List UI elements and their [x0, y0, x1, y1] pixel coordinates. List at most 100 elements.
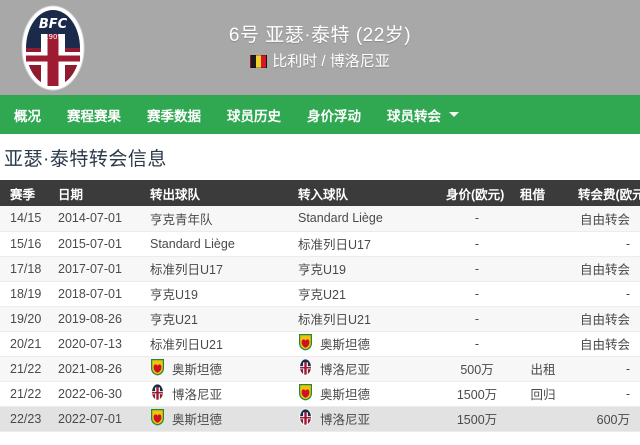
cell-transfer-fee: -: [572, 231, 640, 257]
to-club-label: Standard Liège: [298, 211, 383, 226]
cell-to-club[interactable]: 亨克U19: [292, 256, 440, 282]
cell-date: 2018-07-01: [52, 281, 144, 307]
cell-season: 21/22: [0, 381, 52, 407]
cell-loan-status: [514, 231, 572, 257]
cell-transfer-fee: 600万: [572, 406, 640, 432]
column-header-from_club: 转出球队: [144, 180, 292, 206]
player-nationality-club-label: 比利时 / 博洛尼亚: [272, 52, 390, 70]
tab-player-history[interactable]: 球员历史: [227, 105, 281, 125]
column-header-fee: 转会费(欧元): [572, 180, 640, 206]
table-body: 14/15 2014-07-01 亨克青年队 Standard Liège - 自由转会 1…: [0, 206, 640, 432]
cell-to-club[interactable]: 博洛尼亚: [292, 356, 440, 382]
page-title: 亚瑟·泰特转会信息: [4, 149, 167, 170]
from-club-label: 奥斯坦德: [172, 413, 223, 427]
cell-from-club[interactable]: 标准列日U21: [144, 331, 292, 357]
nav-item-label: 球员转会: [387, 108, 441, 124]
cell-season: 19/20: [0, 306, 52, 332]
table-row[interactable]: 18/19 2018-07-01 亨克U19 亨克U21 - -: [0, 281, 640, 307]
bologna-fc-crest: BFC 1909: [20, 4, 86, 92]
nav-item-label: 赛季数据: [147, 108, 201, 124]
bologna-logo-icon: [150, 383, 165, 404]
cell-loan-status: [514, 306, 572, 332]
cell-date: 2017-07-01: [52, 256, 144, 282]
cell-from-club[interactable]: 亨克U19: [144, 281, 292, 307]
cell-transfer-fee: -: [572, 281, 640, 307]
cell-from-club[interactable]: 亨克青年队: [144, 206, 292, 232]
player-title: 6号 亚瑟·泰特 (22岁): [228, 24, 412, 46]
cell-to-club[interactable]: 亨克U21: [292, 281, 440, 307]
cell-market-value: -: [440, 206, 514, 232]
to-club-label: 奥斯坦德: [320, 388, 371, 402]
table-row[interactable]: 20/21 2020-07-13 标准列日U21 奥斯坦德 - 自由转会: [0, 331, 640, 357]
cell-date: 2020-07-13: [52, 331, 144, 357]
cell-from-club[interactable]: 博洛尼亚: [144, 381, 292, 407]
cell-to-club[interactable]: Standard Liège: [292, 206, 440, 232]
table-row[interactable]: 15/16 2015-07-01 Standard Liège 标准列日U17 - -: [0, 231, 640, 257]
belgium-flag-icon: [250, 55, 268, 69]
cell-season: 20/21: [0, 331, 52, 357]
cell-season: 21/22: [0, 356, 52, 382]
cell-market-value: -: [440, 256, 514, 282]
cell-loan-status: [514, 206, 572, 232]
tab-fixtures-results[interactable]: 赛程赛果: [67, 105, 121, 125]
cell-transfer-fee: 自由转会: [572, 331, 640, 357]
to-club-label: 标准列日U21: [298, 313, 371, 327]
cell-market-value: -: [440, 306, 514, 332]
cell-to-club[interactable]: 标准列日U21: [292, 306, 440, 332]
tab-market-value[interactable]: 身价浮动: [307, 105, 361, 125]
table-row[interactable]: 21/22 2021-08-26 奥斯坦德 博洛尼亚 500万 出租 -: [0, 356, 640, 382]
table-row[interactable]: 14/15 2014-07-01 亨克青年队 Standard Liège - 自由转会: [0, 206, 640, 232]
svg-text:1909: 1909: [44, 33, 62, 41]
cell-market-value: 500万: [440, 356, 514, 382]
cell-from-club[interactable]: 奥斯坦德: [144, 406, 292, 432]
cell-from-club[interactable]: 标准列日U17: [144, 256, 292, 282]
cell-from-club[interactable]: Standard Liège: [144, 231, 292, 257]
table-row[interactable]: 17/18 2017-07-01 标准列日U17 亨克U19 - 自由转会: [0, 256, 640, 282]
table-row[interactable]: 21/22 2022-06-30 博洛尼亚 奥斯坦德 1500万 回归 -: [0, 381, 640, 407]
oostende-logo-icon: [298, 383, 313, 404]
from-club-label: 标准列日U21: [150, 338, 223, 352]
tab-season-stats[interactable]: 赛季数据: [147, 105, 201, 125]
cell-market-value: 1500万: [440, 406, 514, 432]
cell-season: 14/15: [0, 206, 52, 232]
table-row[interactable]: 19/20 2019-08-26 亨克U21 标准列日U21 - 自由转会: [0, 306, 640, 332]
nav-item-label: 概况: [14, 108, 41, 124]
from-club-label: 亨克U19: [150, 288, 198, 302]
cell-market-value: -: [440, 331, 514, 357]
cell-loan-status: [514, 331, 572, 357]
player-nationality-club: 比利时 / 博洛尼亚: [229, 53, 411, 72]
to-club-label: 博洛尼亚: [320, 413, 371, 427]
cell-date: 2019-08-26: [52, 306, 144, 332]
cell-season: 22/23: [0, 406, 52, 432]
oostende-logo-icon: [298, 333, 313, 354]
column-header-date: 日期: [52, 180, 144, 206]
tab-player-transfers[interactable]: 球员转会: [387, 105, 459, 125]
oostende-logo-icon: [150, 358, 165, 379]
cell-loan-status: [514, 406, 572, 432]
cell-from-club[interactable]: 亨克U21: [144, 306, 292, 332]
svg-text:BFC: BFC: [39, 17, 68, 32]
cell-date: 2021-08-26: [52, 356, 144, 382]
cell-to-club[interactable]: 奥斯坦德: [292, 331, 440, 357]
cell-to-club[interactable]: 奥斯坦德: [292, 381, 440, 407]
cell-transfer-fee: 自由转会: [572, 306, 640, 332]
cell-transfer-fee: -: [572, 356, 640, 382]
cell-to-club[interactable]: 标准列日U17: [292, 231, 440, 257]
cell-season: 18/19: [0, 281, 52, 307]
cell-loan-status: [514, 281, 572, 307]
cell-from-club[interactable]: 奥斯坦德: [144, 356, 292, 382]
chevron-down-icon[interactable]: [449, 112, 459, 117]
nav-item-label: 身价浮动: [307, 108, 361, 124]
cell-to-club[interactable]: 博洛尼亚: [292, 406, 440, 432]
bologna-logo-icon: [298, 408, 313, 429]
cell-date: 2022-06-30: [52, 381, 144, 407]
to-club-label: 奥斯坦德: [320, 338, 371, 352]
from-club-label: 博洛尼亚: [172, 388, 223, 402]
tab-overview[interactable]: 概况: [14, 105, 41, 125]
to-club-label: 博洛尼亚: [320, 363, 371, 377]
table-row[interactable]: 22/23 2022-07-01 奥斯坦德 博洛尼亚 1500万 600万: [0, 406, 640, 432]
from-club-label: 亨克青年队: [150, 212, 213, 227]
to-club-label: 亨克U19: [298, 263, 346, 277]
